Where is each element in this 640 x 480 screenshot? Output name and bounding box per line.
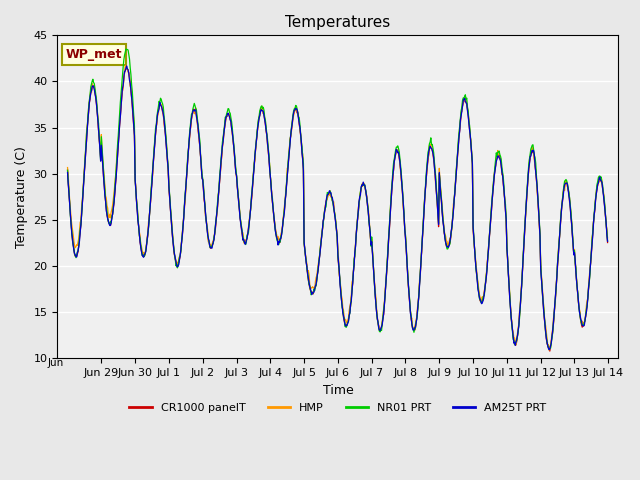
Y-axis label: Temperature (C): Temperature (C)	[15, 146, 28, 248]
Text: WP_met: WP_met	[66, 48, 122, 61]
X-axis label: Time: Time	[323, 384, 353, 396]
Text: Jun: Jun	[48, 358, 64, 368]
Title: Temperatures: Temperatures	[285, 15, 390, 30]
Legend: CR1000 panelT, HMP, NR01 PRT, AM25T PRT: CR1000 panelT, HMP, NR01 PRT, AM25T PRT	[125, 398, 551, 417]
